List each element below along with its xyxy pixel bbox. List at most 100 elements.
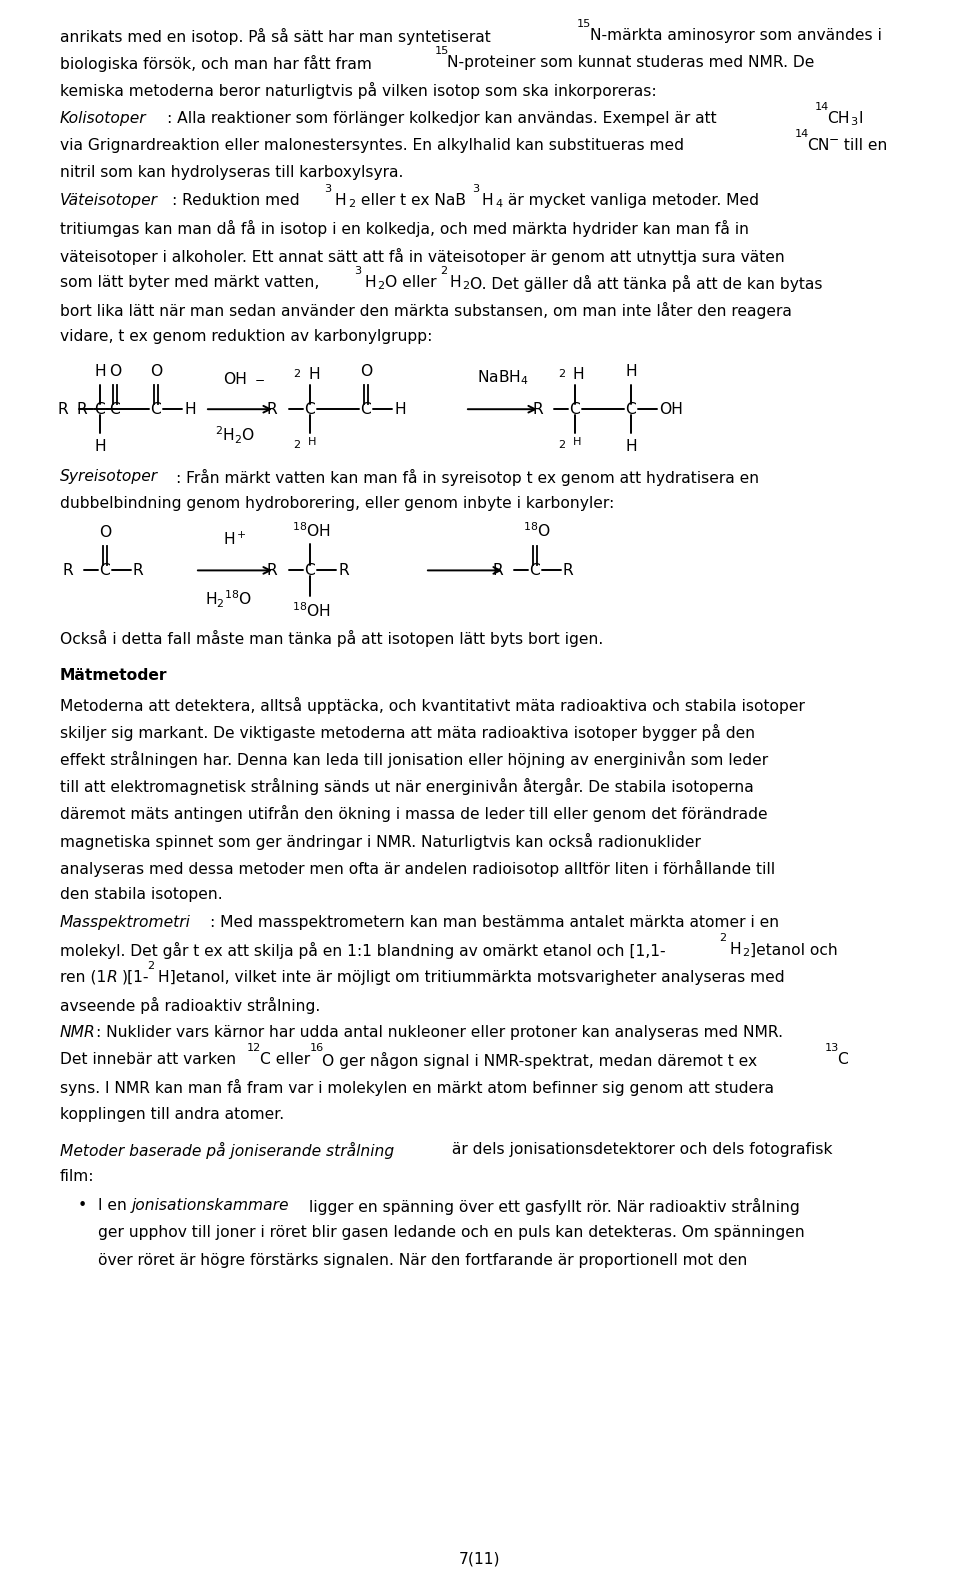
Text: C: C [361,402,372,416]
Text: är mycket vanliga metoder. Med: är mycket vanliga metoder. Med [503,194,759,208]
Text: H: H [308,437,317,448]
Text: över röret är högre förstärks signalen. När den fortfarande är proportionell mot: över röret är högre förstärks signalen. … [98,1253,748,1267]
Text: $^{18}$O: $^{18}$O [523,522,551,540]
Text: O: O [99,526,111,540]
Text: magnetiska spinnet som ger ändringar i NMR. Naturligtvis kan också radionuklider: magnetiska spinnet som ger ändringar i N… [60,832,701,850]
Text: film:: film: [60,1169,94,1185]
Text: O: O [360,364,372,380]
Text: 2: 2 [463,281,469,291]
Text: : Nuklider vars kärnor har udda antal nukleoner eller protoner kan analyseras me: : Nuklider vars kärnor har udda antal nu… [97,1024,783,1040]
Text: 13: 13 [825,1043,839,1053]
Text: till en: till en [839,138,887,152]
Text: 4: 4 [495,198,503,210]
Text: 16: 16 [309,1043,324,1053]
Text: R: R [62,562,73,578]
Text: 2: 2 [377,281,385,291]
Text: O: O [108,364,121,380]
Text: R: R [76,402,86,416]
Text: −: − [255,375,265,387]
Text: I: I [858,111,862,125]
Text: till att elektromagnetisk strålning sänds ut när energinivån återgår. De stabila: till att elektromagnetisk strålning sänd… [60,778,754,796]
Text: R: R [532,402,542,416]
Text: : Med masspektrometern kan man bestämma antalet märkta atomer i en: : Med masspektrometern kan man bestämma … [210,915,780,931]
Text: $^{18}$OH: $^{18}$OH [292,602,330,619]
Text: 15: 15 [435,46,448,56]
Text: H: H [394,402,406,416]
Text: NMR: NMR [60,1024,96,1040]
Text: ger upphov till joner i röret blir gasen ledande och en puls kan detekteras. Om : ger upphov till joner i röret blir gasen… [98,1226,804,1240]
Text: O: O [150,364,162,380]
Text: CH: CH [828,111,850,125]
Text: nitril som kan hydrolyseras till karboxylsyra.: nitril som kan hydrolyseras till karboxy… [60,165,403,179]
Text: O eller: O eller [385,275,442,289]
Text: C: C [569,402,581,416]
Text: H: H [625,440,636,454]
Text: Masspektrometri: Masspektrometri [60,915,191,931]
Text: )[1-: )[1- [122,970,149,985]
Text: H: H [449,275,461,289]
Text: : Från märkt vatten kan man få in syreisotop t ex genom att hydratisera en: : Från märkt vatten kan man få in syreis… [177,468,759,486]
Text: den stabila isotopen.: den stabila isotopen. [60,888,223,902]
Text: : Alla reaktioner som förlänger kolkedjor kan användas. Exempel är att: : Alla reaktioner som förlänger kolkedjo… [167,111,722,125]
Text: analyseras med dessa metoder men ofta är andelen radioisotop alltför liten i för: analyseras med dessa metoder men ofta är… [60,859,775,877]
Text: 2: 2 [719,934,727,943]
Text: 3: 3 [472,184,479,194]
Text: $^{18}$OH: $^{18}$OH [292,522,330,540]
Text: C: C [95,402,106,416]
Text: 14: 14 [814,102,828,111]
Text: H$^+$: H$^+$ [223,530,247,548]
Text: avseende på radioaktiv strålning.: avseende på radioaktiv strålning. [60,997,321,1013]
Text: 2: 2 [742,948,750,959]
Text: H: H [482,194,493,208]
Text: väteisotoper i alkoholer. Ett annat sätt att få in väteisotoper är genom att utn: väteisotoper i alkoholer. Ett annat sätt… [60,248,784,265]
Text: R: R [107,970,117,985]
Text: R: R [57,402,68,416]
Text: Väteisotoper: Väteisotoper [60,194,158,208]
Text: 7(11): 7(11) [459,1551,501,1566]
Text: ]etanol och: ]etanol och [750,942,838,958]
Text: C: C [304,402,316,416]
Text: biologiska försök, och man har fått fram: biologiska försök, och man har fått fram [60,56,376,71]
Text: H$_2$$^{18}$O: H$_2$$^{18}$O [204,589,252,610]
Text: O ger någon signal i NMR-spektrat, medan däremot t ex: O ger någon signal i NMR-spektrat, medan… [322,1053,761,1069]
Text: skiljer sig markant. De viktigaste metoderna att mäta radioaktiva isotoper bygge: skiljer sig markant. De viktigaste metod… [60,724,756,742]
Text: ligger en spänning över ett gasfyllt rör. När radioaktiv strålning: ligger en spänning över ett gasfyllt rör… [304,1199,801,1215]
Text: C: C [100,562,110,578]
Text: effekt strålningen har. Denna kan leda till jonisation eller höjning av energini: effekt strålningen har. Denna kan leda t… [60,751,768,769]
Text: molekyl. Det går t ex att skilja på en 1:1 blandning av omärkt etanol och [1,1-: molekyl. Det går t ex att skilja på en 1… [60,942,665,959]
Text: jonisationskammare: jonisationskammare [132,1199,289,1213]
Text: 2: 2 [293,440,300,451]
Text: 2: 2 [348,198,355,210]
Text: 2: 2 [558,440,565,451]
Text: C: C [304,562,316,578]
Text: Det innebär att varken: Det innebär att varken [60,1053,241,1067]
Text: 14: 14 [795,129,808,138]
Text: H: H [573,367,585,383]
Text: H: H [308,367,320,383]
Text: Metoder baserade på joniserande strålning: Metoder baserade på joniserande strålnin… [60,1142,395,1159]
Text: C: C [626,402,636,416]
Text: R: R [267,402,277,416]
Text: kemiska metoderna beror naturligtvis på vilken isotop som ska inkorporeras:: kemiska metoderna beror naturligtvis på … [60,83,657,100]
Text: 2: 2 [293,368,300,380]
Text: CN: CN [807,138,829,152]
Text: R: R [563,562,574,578]
Text: O. Det gäller då att tänka på att de kan bytas: O. Det gäller då att tänka på att de kan… [470,275,823,292]
Text: är dels jonisationsdetektorer och dels fotografisk: är dels jonisationsdetektorer och dels f… [447,1142,833,1156]
Text: eller t ex NaB: eller t ex NaB [355,194,466,208]
Text: H: H [365,275,376,289]
Text: 2: 2 [440,265,447,276]
Text: H: H [334,194,347,208]
Text: vidare, t ex genom reduktion av karbonylgrupp:: vidare, t ex genom reduktion av karbonyl… [60,329,432,345]
Text: H: H [625,364,636,380]
Text: C eller: C eller [259,1053,315,1067]
Text: H: H [94,440,106,454]
Text: via Grignardreaktion eller malonestersyntes. En alkylhalid kan substitueras med: via Grignardreaktion eller malonestersyn… [60,138,689,152]
Text: R: R [267,562,277,578]
Text: kopplingen till andra atomer.: kopplingen till andra atomer. [60,1107,284,1121]
Text: 2: 2 [148,961,155,970]
Text: H: H [184,402,196,416]
Text: 3: 3 [851,116,857,127]
Text: dubbelbindning genom hydroborering, eller genom inbyte i karbonyler:: dubbelbindning genom hydroborering, elle… [60,497,614,511]
Text: 12: 12 [247,1043,261,1053]
